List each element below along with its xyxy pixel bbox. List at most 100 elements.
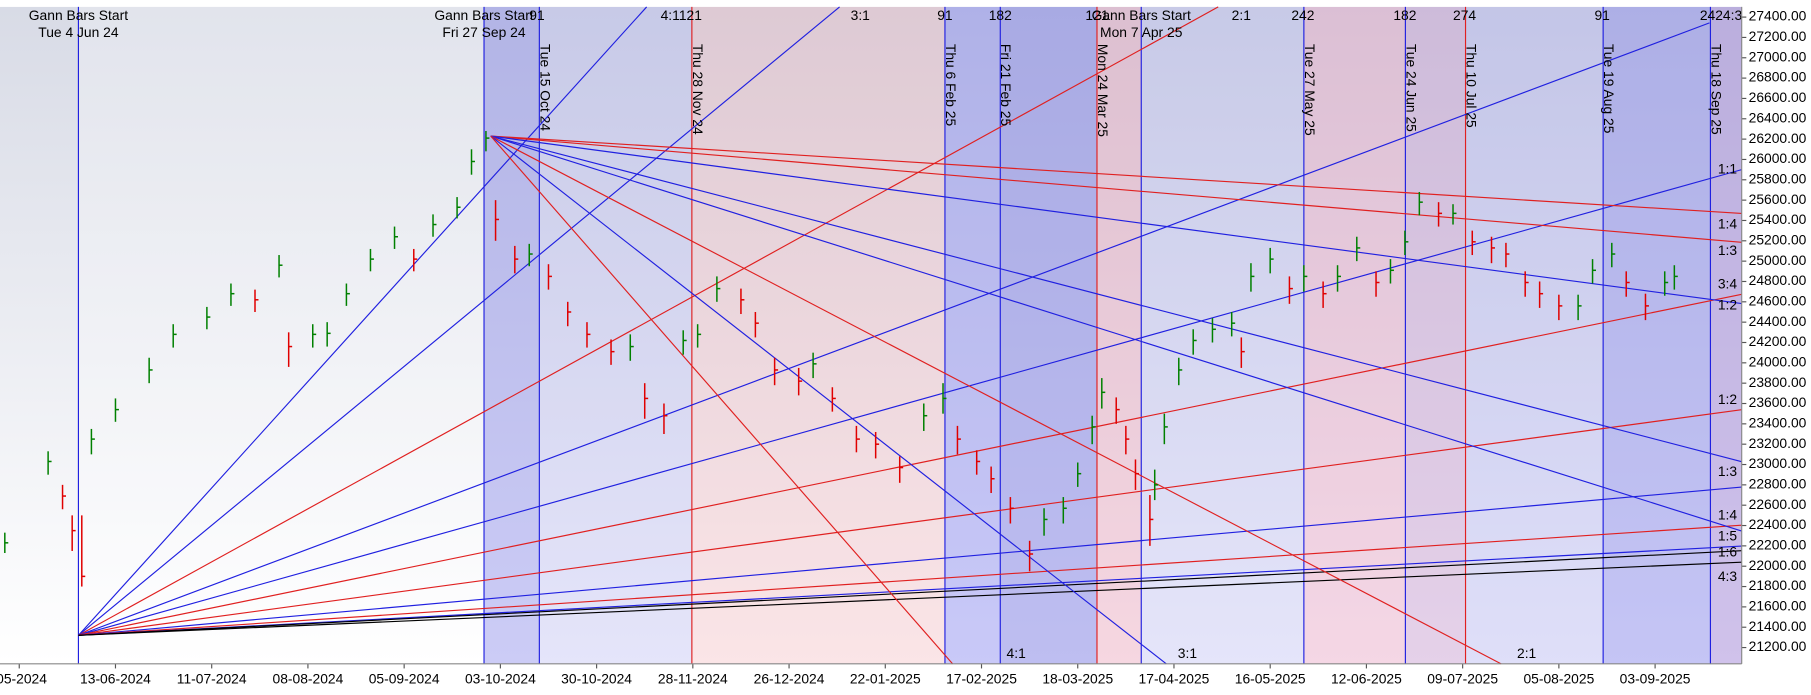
fan-line <box>78 486 1742 636</box>
angle-label: 4:1 <box>1007 645 1027 661</box>
y-tick-label: 24600.00 <box>1749 292 1807 308</box>
time-band <box>1465 6 1604 664</box>
y-tick-label: 22000.00 <box>1749 557 1807 573</box>
y-tick-label: 27200.00 <box>1749 28 1807 44</box>
y-tick-label: 23600.00 <box>1749 394 1807 410</box>
y-tick-label: 25600.00 <box>1749 191 1807 207</box>
y-tick-label: 24800.00 <box>1749 272 1807 288</box>
y-tick-label: 23000.00 <box>1749 455 1807 471</box>
fan-line <box>78 409 1742 636</box>
time-line-label: Tue 19 Aug 25 <box>1601 44 1617 134</box>
y-tick-label: 23200.00 <box>1749 435 1807 451</box>
time-band <box>1405 6 1466 664</box>
time-band <box>539 6 692 664</box>
fan-line <box>490 135 1742 215</box>
fan-line <box>490 135 954 665</box>
y-tick-label: 26200.00 <box>1749 130 1807 146</box>
fan-line <box>490 135 1502 665</box>
y-tick-label: 21400.00 <box>1749 618 1807 634</box>
angle-label: 242 <box>1291 7 1314 23</box>
plot-area <box>0 6 1742 664</box>
fan-line <box>78 524 1742 636</box>
y-tick-label: 25200.00 <box>1749 231 1807 247</box>
gann-start-date: Mon 7 Apr 25 <box>1100 24 1183 40</box>
angle-label: 121 <box>1085 7 1108 23</box>
angle-label: 91 <box>937 7 953 23</box>
angle-label: 1:3 <box>1718 463 1738 479</box>
x-tick-label: 09-07-2025 <box>1427 671 1498 687</box>
fan-line <box>78 6 1219 636</box>
fan-line <box>490 135 1742 463</box>
y-tick-label: 24200.00 <box>1749 333 1807 349</box>
y-tick-label: 26600.00 <box>1749 89 1807 105</box>
fan-line <box>490 135 1742 305</box>
fan-line <box>78 169 1742 636</box>
fan-line <box>78 545 1742 636</box>
y-tick-label: 24000.00 <box>1749 353 1807 369</box>
angle-label: 4:3 <box>1718 568 1738 584</box>
fan-line <box>490 135 1167 665</box>
x-tick-label: 26-12-2024 <box>754 671 825 687</box>
x-tick-label: 03-10-2024 <box>465 671 536 687</box>
time-line-label: Mon 24 Mar 25 <box>1095 44 1111 137</box>
y-tick-label: 22200.00 <box>1749 537 1807 553</box>
x-tick-label: 28-11-2024 <box>658 671 728 687</box>
gann-start-title: Gann Bars Start <box>1092 7 1191 23</box>
y-tick-label: 22600.00 <box>1749 496 1807 512</box>
angle-label: 1:4 <box>1718 507 1738 523</box>
angle-label: 1:2 <box>1718 391 1737 407</box>
gann-start-title: Gann Bars Start <box>29 7 128 23</box>
fan-line <box>78 561 1742 636</box>
angle-label: 2:1 <box>1232 7 1252 23</box>
x-tick-label: 13-06-2024 <box>80 671 151 687</box>
y-tick-label: 25400.00 <box>1749 211 1807 227</box>
time-band <box>484 6 540 664</box>
y-tick-label: 27000.00 <box>1749 48 1807 64</box>
y-tick-label: 21600.00 <box>1749 598 1807 614</box>
x-tick-label: 22-01-2025 <box>850 671 921 687</box>
angle-label: 1:1 <box>1718 160 1738 176</box>
x-tick-label: -05-2024 <box>0 671 47 687</box>
time-line-label: Tue 15 Oct 24 <box>537 44 553 131</box>
angle-label: 2:1 <box>1517 645 1537 661</box>
time-band <box>691 6 945 664</box>
y-tick-label: 21800.00 <box>1749 577 1807 593</box>
angle-label: 3:1 <box>1178 645 1198 661</box>
y-tick-label: 23400.00 <box>1749 415 1807 431</box>
fan-line <box>78 293 1742 636</box>
angle-label: 1:4 <box>1718 216 1738 232</box>
time-band <box>1000 6 1097 664</box>
gann-start-date: Fri 27 Sep 24 <box>442 24 525 40</box>
angle-label: 1:6 <box>1718 544 1738 560</box>
time-band <box>1710 6 1742 664</box>
time-line-label: Fri 21 Feb 25 <box>998 44 1014 127</box>
time-line-label: Thu 28 Nov 24 <box>690 44 706 135</box>
angle-label: 3:4 <box>1718 276 1738 292</box>
time-band <box>1603 6 1711 664</box>
x-tick-label: 03-09-2025 <box>1620 671 1691 687</box>
x-tick-label: 17-04-2025 <box>1139 671 1210 687</box>
x-tick-label: 05-09-2024 <box>369 671 440 687</box>
time-line-label: Thu 6 Feb 25 <box>943 44 959 127</box>
angle-label: 2424:3 <box>1700 7 1743 23</box>
fan-line <box>490 135 1742 243</box>
fan-line <box>78 6 840 636</box>
angle-label: 1:5 <box>1718 527 1738 543</box>
angle-label: 91 <box>1594 7 1610 23</box>
angle-label: 3:1 <box>851 7 871 23</box>
y-tick-label: 26800.00 <box>1749 69 1807 85</box>
time-band <box>78 6 485 664</box>
y-tick-label: 22400.00 <box>1749 516 1807 532</box>
x-tick-label: 11-07-2024 <box>177 671 247 687</box>
time-band <box>1096 6 1142 664</box>
fan-line <box>78 22 1710 636</box>
angle-label: 274 <box>1453 7 1476 23</box>
time-line-label: Thu 18 Sep 25 <box>1708 44 1724 135</box>
x-tick-label: 18-03-2025 <box>1042 671 1113 687</box>
gann-start-date: Tue 4 Jun 24 <box>38 24 119 40</box>
time-line-label: Thu 10 Jul 25 <box>1463 44 1479 128</box>
y-tick-label: 26400.00 <box>1749 109 1807 125</box>
y-tick-label: 22800.00 <box>1749 476 1807 492</box>
